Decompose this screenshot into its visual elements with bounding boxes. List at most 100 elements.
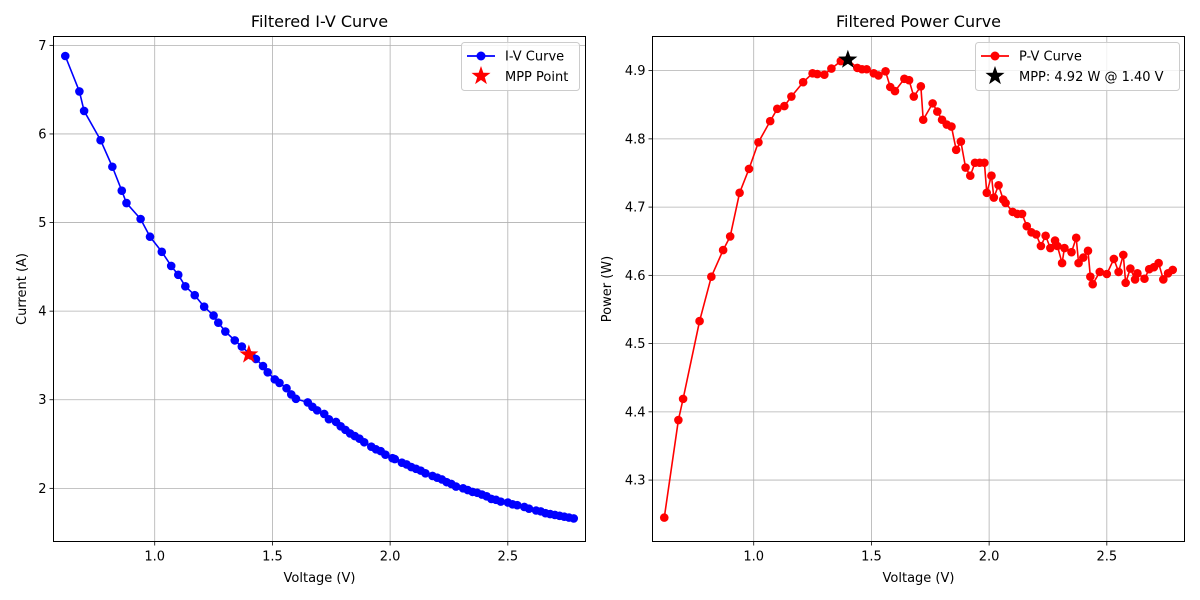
iv-data-point	[263, 367, 273, 377]
iv-legend-label-mpp: MPP Point	[505, 70, 568, 85]
power-data-point	[827, 64, 836, 73]
power-plot-area	[659, 49, 1178, 522]
iv-data-point	[390, 454, 400, 464]
power-data-point	[918, 115, 928, 125]
power-legend-star-icon	[985, 66, 1005, 85]
power-data-point	[1057, 258, 1067, 268]
iv-data-point	[496, 497, 506, 506]
iv-data-point	[524, 504, 534, 514]
power-y-tick-label: 4.5	[625, 337, 646, 352]
iv-data-point	[136, 214, 145, 224]
power-data-point	[1126, 264, 1135, 273]
power-data-point	[956, 137, 966, 146]
power-data-point	[982, 188, 992, 198]
power-data-point	[1053, 241, 1062, 251]
power-data-point	[754, 137, 763, 147]
iv-mpp-star	[239, 344, 259, 363]
power-data-point	[874, 71, 883, 80]
power-data-point	[1001, 198, 1010, 208]
power-data-point	[947, 122, 956, 131]
power-x-axis-label: Voltage (V)	[883, 571, 955, 586]
power-data-point	[718, 245, 728, 255]
iv-data-point	[199, 302, 209, 312]
power-y-tick-label: 4.3	[625, 474, 646, 489]
iv-data-point	[209, 311, 218, 320]
iv-y-tick-label: 6	[38, 127, 46, 142]
iv-x-ticks: 1.0 1.5 2.0 2.5	[144, 541, 518, 565]
iv-data-point	[213, 318, 223, 327]
iv-data-point	[312, 406, 322, 415]
iv-y-tick-label: 3	[38, 393, 46, 408]
power-data-point	[1119, 250, 1128, 260]
iv-data-point	[282, 383, 291, 393]
power-data-point	[1095, 267, 1105, 277]
power-data-point	[1109, 254, 1119, 264]
iv-data-point	[291, 394, 301, 404]
power-data-point	[820, 70, 829, 80]
iv-data-point	[275, 378, 284, 388]
power-data-point	[1060, 243, 1069, 253]
power-mpp-star	[838, 49, 858, 68]
iv-data-point	[122, 198, 131, 208]
power-data-point	[1159, 275, 1168, 284]
power-data-point	[725, 232, 735, 241]
power-y-tick-label: 4.4	[625, 405, 646, 420]
iv-data-point	[181, 282, 190, 291]
power-axes-frame	[652, 36, 1185, 542]
power-data-point	[659, 513, 669, 522]
power-x-tick-label: 1.0	[743, 550, 764, 565]
power-data-point	[765, 116, 775, 126]
iv-data-point	[166, 261, 176, 271]
iv-legend-label-curve: I-V Curve	[505, 50, 564, 65]
iv-data-point	[324, 414, 334, 424]
power-x-tick-label: 2.5	[1096, 550, 1117, 565]
iv-data-point	[359, 437, 369, 447]
power-data-point	[735, 188, 744, 198]
power-chart: Filtered Power Curve 1.0 1.5 2.0 2.5 4.3 4.4…	[600, 12, 1185, 586]
power-data-point	[862, 64, 872, 74]
iv-axes-frame	[53, 36, 586, 542]
power-data-point	[1102, 269, 1112, 279]
iv-data-point	[145, 232, 155, 242]
iv-grid	[53, 36, 586, 542]
iv-data-point	[108, 162, 117, 172]
power-data-point	[1168, 265, 1178, 275]
power-data-point	[1088, 279, 1097, 289]
iv-chart-title: Filtered I-V Curve	[251, 12, 388, 31]
power-data-point	[780, 101, 789, 111]
power-data-point	[916, 82, 926, 91]
power-data-point	[695, 316, 704, 326]
iv-data-point	[190, 290, 200, 300]
power-data-point	[961, 163, 970, 172]
power-data-point	[1114, 267, 1123, 277]
iv-chart: Filtered I-V Curve 1.0 1.5 2.0 2.5 2 3 4 5 6 7 V…	[15, 12, 586, 586]
power-data-point	[994, 180, 1003, 190]
power-data-point	[1140, 274, 1149, 284]
power-data-point	[707, 272, 716, 282]
iv-data-point	[421, 468, 430, 478]
power-data-point	[1133, 269, 1142, 278]
power-data-point	[1041, 231, 1050, 241]
iv-data-point	[221, 327, 230, 336]
power-data-point	[904, 75, 914, 85]
power-data-point	[678, 394, 688, 404]
iv-data-point	[96, 135, 105, 145]
iv-data-point	[451, 482, 461, 491]
iv-plot-area	[60, 51, 579, 523]
power-y-ticks: 4.3 4.4 4.5 4.6 4.7 4.8 4.9	[625, 64, 653, 489]
iv-legend: I-V Curve MPP Point	[461, 42, 580, 91]
power-y-axis-label: Power (W)	[600, 256, 615, 322]
iv-y-ticks: 2 3 4 5 6 7	[38, 39, 54, 497]
iv-x-tick-label: 2.5	[497, 550, 518, 565]
power-data-point	[933, 107, 942, 116]
power-data-point	[980, 158, 989, 168]
power-x-tick-label: 1.5	[861, 550, 882, 565]
iv-legend-star-icon	[471, 66, 491, 85]
power-legend: P-V Curve MPP: 4.92 W @ 1.40 V	[975, 42, 1180, 91]
iv-data-point	[117, 186, 127, 195]
power-data-point	[1067, 247, 1076, 257]
power-data-point	[798, 77, 808, 87]
power-x-ticks: 1.0 1.5 2.0 2.5	[743, 541, 1117, 565]
iv-legend-box	[461, 42, 580, 91]
